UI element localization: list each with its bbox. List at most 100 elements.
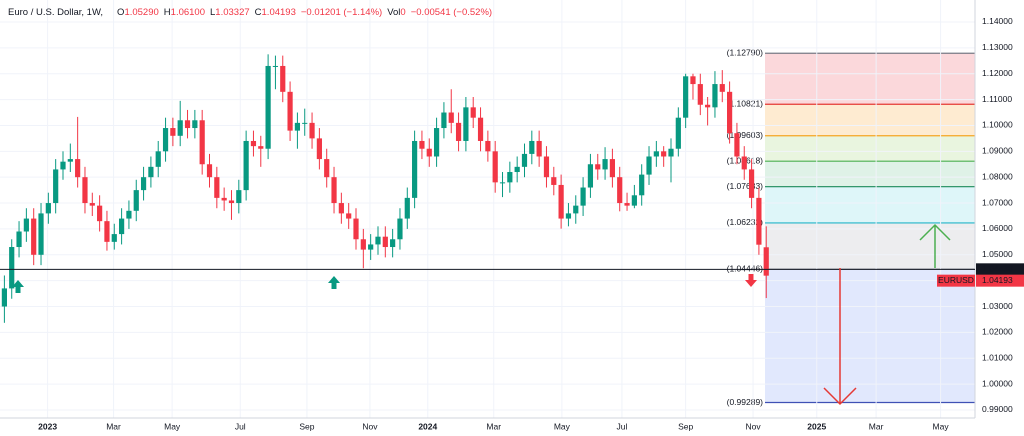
fib-label: (1.12790) xyxy=(727,48,764,58)
candle-body xyxy=(763,247,769,276)
y-tick-label: 1.05000 xyxy=(982,249,1013,259)
header-key: L xyxy=(210,7,215,18)
candle-body xyxy=(206,164,213,178)
candle-body xyxy=(712,84,718,108)
candle-body xyxy=(280,65,286,92)
x-tick-label: Sep xyxy=(299,421,314,431)
candle-body xyxy=(609,159,615,178)
x-tick-label: Mar xyxy=(106,421,121,431)
candle-body xyxy=(529,140,535,154)
x-tick-label: 2025 xyxy=(807,421,826,431)
candle-body xyxy=(331,177,337,204)
header-key: Vol xyxy=(387,7,400,18)
candle-body xyxy=(148,166,154,178)
candle-body xyxy=(170,128,176,136)
fib-zone xyxy=(765,269,975,403)
buy-arrow xyxy=(328,276,340,289)
candle-body xyxy=(294,122,301,131)
header-value: 0 xyxy=(400,7,405,18)
candle-body xyxy=(192,120,198,129)
x-tick-label: Jul xyxy=(235,421,246,431)
candle-body xyxy=(111,234,117,242)
candle-body xyxy=(309,122,315,139)
y-tick-label: 1.01000 xyxy=(982,352,1013,362)
candle-body xyxy=(433,128,440,157)
candle-body xyxy=(316,138,322,160)
candle-body xyxy=(624,203,630,206)
candle-body xyxy=(67,159,73,162)
candle-body xyxy=(675,117,681,149)
candle-body xyxy=(38,213,44,255)
candle-body xyxy=(477,117,484,141)
fib-zone xyxy=(765,53,975,105)
candle-body xyxy=(455,122,462,141)
header-value: 1.04193 xyxy=(262,7,296,18)
candle-body xyxy=(346,213,352,219)
candle-body xyxy=(287,91,293,131)
fib-label: (1.06232) xyxy=(727,217,764,227)
candle-body xyxy=(719,84,725,92)
candle-body xyxy=(214,177,220,198)
header-value: −0.01201 (−1.14%) xyxy=(301,7,382,18)
fib-zone xyxy=(765,135,975,162)
candle-body xyxy=(375,236,381,245)
fib-label: (0.99289) xyxy=(727,397,764,407)
candle-body xyxy=(683,76,689,118)
candle-body xyxy=(499,182,506,184)
y-tick-label: 1.13000 xyxy=(982,42,1013,52)
symbol-box xyxy=(937,274,975,287)
candle-body xyxy=(265,65,271,149)
y-tick-label: 1.03000 xyxy=(982,301,1013,311)
x-tick-label: Nov xyxy=(745,421,761,431)
fib-tool: (1.12790)(1.10821)(1.09603)(1.08618)(1.0… xyxy=(727,48,975,407)
header-text: Euro / U.S. Dollar, 1W, O1.05290 H1.06100 L… xyxy=(8,7,492,18)
candle-body xyxy=(184,120,191,129)
candle-body xyxy=(133,190,139,211)
candle-body xyxy=(228,200,235,204)
y-tick-label: 1.10000 xyxy=(982,120,1013,130)
price-box xyxy=(976,263,1024,276)
candle-body xyxy=(82,177,88,204)
candle-body xyxy=(741,156,747,170)
candle-body xyxy=(353,218,359,240)
candle-body xyxy=(97,205,103,222)
symbol-label: EURUSD xyxy=(938,275,974,285)
candle-body xyxy=(104,221,110,242)
y-tick-label: 1.00000 xyxy=(982,378,1013,388)
candle-body xyxy=(580,187,586,206)
x-tick-label: Jul xyxy=(616,421,627,431)
candle-body xyxy=(756,197,762,245)
candle-body xyxy=(690,76,696,85)
y-tick-label: 1.14000 xyxy=(982,16,1013,26)
header-key: H xyxy=(164,7,171,18)
candle-body xyxy=(543,156,550,178)
last-label: 1.04193 xyxy=(982,275,1013,285)
candle-body xyxy=(631,195,637,206)
candle-body xyxy=(463,107,469,141)
candle-body xyxy=(617,177,623,204)
down-arrow xyxy=(823,268,857,406)
candle-body xyxy=(448,112,454,123)
candles xyxy=(0,54,975,323)
y-tick-label: 1.11000 xyxy=(982,94,1012,104)
candle-body xyxy=(236,190,242,204)
up-arrow xyxy=(919,223,951,268)
candle-body xyxy=(31,218,37,255)
x-tick-label: May xyxy=(554,421,571,431)
candle-body xyxy=(75,159,81,178)
candle-body xyxy=(199,120,205,165)
candle-body xyxy=(426,148,432,157)
fib-zone xyxy=(765,161,975,187)
y-tick-label: 1.07000 xyxy=(982,197,1013,207)
candle-body xyxy=(221,197,227,201)
x-tick-label: May xyxy=(164,421,181,431)
candle-body xyxy=(53,169,59,204)
candle-body xyxy=(734,133,740,157)
candle-body xyxy=(397,218,403,240)
y-tick-label: 1.09000 xyxy=(982,146,1013,156)
candle-body xyxy=(155,151,161,167)
x-tick-label: May xyxy=(933,421,950,431)
candle-body xyxy=(60,161,66,170)
candle-body xyxy=(302,122,308,124)
candle-body xyxy=(412,140,418,198)
